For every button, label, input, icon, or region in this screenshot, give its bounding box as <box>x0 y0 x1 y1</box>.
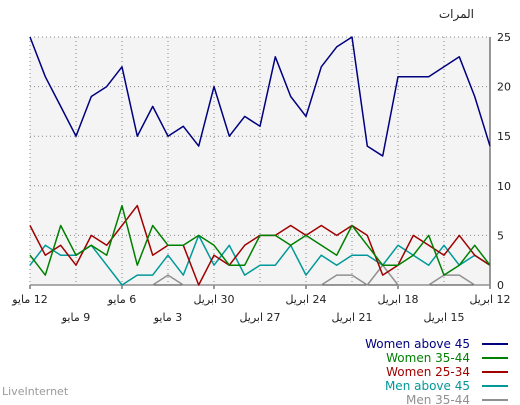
brand-label: LiveInternet <box>2 385 69 398</box>
series-line-4 <box>30 264 490 286</box>
series-lines <box>29 36 491 286</box>
x-axis-ticks: 12 ابريل 15 ابريل 18 ابريل 21 ابريل 24 ابريل… <box>11 285 511 324</box>
x-tick-label: 30 ابريل <box>193 293 234 306</box>
y-axis-label: المرات <box>439 7 474 22</box>
legend-label: Women above 45 <box>365 337 470 351</box>
x-tick-label: 9 مايو <box>61 311 90 324</box>
legend-label: Women 25-34 <box>386 365 470 379</box>
y-tick-label: 10 <box>497 180 511 193</box>
y-tick-label: 0 <box>497 279 504 292</box>
x-tick-label: 18 ابريل <box>377 293 418 306</box>
x-tick-label: 6 مايو <box>107 293 136 306</box>
series-line-1 <box>29 204 491 276</box>
x-tick-label: 27 ابريل <box>239 311 280 324</box>
x-tick-label: 12 ابريل <box>469 293 510 306</box>
y-tick-label: 25 <box>497 31 511 44</box>
x-tick-label: 12 مايو <box>11 293 47 306</box>
x-tick-label: 3 مايو <box>153 311 182 324</box>
y-axis-ticks: 0 5 10 15 20 25 <box>497 31 511 292</box>
x-tick-label: 21 ابريل <box>331 311 372 324</box>
legend-label: Women 35-44 <box>386 351 470 365</box>
y-tick-label: 20 <box>497 81 511 94</box>
y-tick-label: 5 <box>497 229 504 242</box>
legend-label: Men above 45 <box>385 379 470 393</box>
y-tick-label: 15 <box>497 130 511 143</box>
legend-label: Men 35-44 <box>406 393 470 405</box>
x-tick-label: 15 ابريل <box>423 311 464 324</box>
x-tick-label: 24 ابريل <box>285 293 326 306</box>
series-line-0 <box>29 36 491 157</box>
